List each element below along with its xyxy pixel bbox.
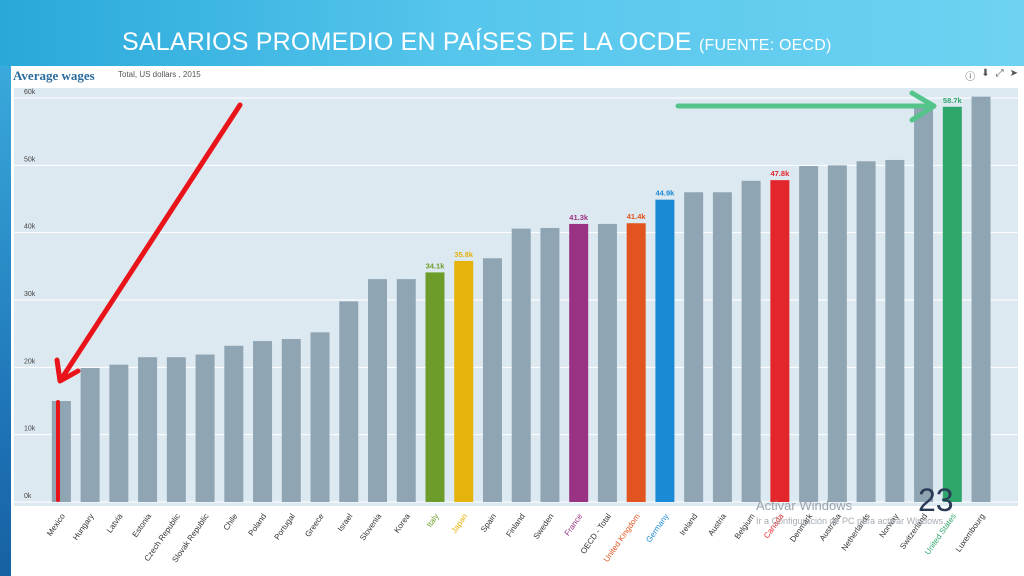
x-tick-label: Portugal — [272, 512, 297, 542]
bar-united-states[interactable] — [942, 106, 962, 503]
windows-watermark-title: Activar Windows — [756, 498, 853, 513]
bar-czech-republic[interactable] — [166, 357, 186, 502]
bars — [51, 96, 991, 503]
expand-icon[interactable]: ⤢ — [995, 68, 1004, 79]
x-tick-label: Austria — [706, 512, 728, 538]
y-tick-label: 30k — [24, 291, 36, 298]
red-arrow-shaft — [59, 102, 243, 381]
bar-italy[interactable] — [425, 272, 445, 502]
x-tick-label: Slovenia — [358, 512, 383, 543]
x-tick-label: Hungary — [71, 512, 96, 542]
bar-luxembourg[interactable] — [971, 96, 991, 503]
title-banner — [0, 0, 1024, 66]
bar-france[interactable] — [569, 223, 589, 502]
slide-title: SALARIOS PROMEDIO EN PAÍSES DE LA OCDE (… — [122, 28, 832, 57]
bar-mexico[interactable] — [51, 401, 71, 502]
x-tick-label: Ireland — [678, 512, 699, 537]
x-tick-label: Italy — [425, 512, 441, 529]
bar-slovenia[interactable] — [368, 279, 388, 502]
chart-subtitle: Total, US dollars , 2015 — [118, 70, 201, 79]
data-labels: 34.1k 35.8k 41.3k 41.4k 44.9k 47.8k 58.7k — [426, 96, 963, 271]
x-tick-label: Spain — [479, 512, 498, 534]
data-label: 34.1k — [426, 261, 446, 270]
x-tick-label: Chile — [222, 512, 240, 533]
x-tick-label: Greece — [303, 512, 326, 539]
annotation-arrows — [54, 90, 937, 502]
download-icon[interactable]: ⬇ — [981, 68, 990, 79]
y-tick-label: 0k — [24, 493, 32, 500]
x-tick-label: Korea — [392, 512, 412, 535]
bar-israel[interactable] — [339, 301, 359, 502]
bar-germany[interactable] — [655, 199, 675, 502]
info-icon[interactable]: ⓘ — [965, 72, 976, 83]
bar-estonia[interactable] — [138, 357, 158, 502]
bar-oecd-total[interactable] — [597, 223, 617, 502]
bar-austria[interactable] — [712, 192, 732, 502]
bar-canada[interactable] — [770, 180, 790, 502]
chart-title: Average wages — [13, 68, 95, 83]
page-number: 23 — [918, 482, 954, 518]
red-arrow-head — [54, 357, 81, 384]
bar-chile[interactable] — [224, 345, 244, 502]
bar-korea[interactable] — [396, 279, 416, 502]
share-icon[interactable]: ➤ — [1009, 68, 1018, 79]
x-tick-label: Finland — [504, 512, 526, 539]
bar-norway[interactable] — [885, 159, 905, 503]
y-tick-label: 60k — [24, 89, 36, 96]
bar-belgium[interactable] — [741, 180, 761, 502]
slide-title-source: (FUENTE: OECD) — [698, 37, 832, 54]
x-tick-label: Latvia — [105, 512, 125, 535]
green-arrow-head — [909, 90, 937, 123]
data-label: 47.8k — [770, 169, 790, 178]
x-tick-label: Israel — [336, 512, 355, 533]
x-tick-label: Mexico — [45, 512, 67, 538]
bar-hungary[interactable] — [80, 368, 100, 502]
data-label: 41.3k — [569, 213, 589, 222]
bar-united-kingdom[interactable] — [626, 223, 646, 503]
bar-latvia[interactable] — [109, 364, 129, 502]
bar-spain[interactable] — [482, 258, 502, 502]
bar-greece[interactable] — [310, 332, 330, 502]
chart-toolbar: ⓘ ⬇ ⤢ ➤ — [965, 68, 1018, 83]
side-decoration-band — [0, 66, 11, 576]
bar-japan[interactable] — [454, 260, 474, 502]
bar-portugal[interactable] — [281, 339, 301, 502]
data-label: 44.9k — [656, 189, 676, 198]
y-tick-label: 50k — [24, 156, 36, 163]
y-tick-label: 40k — [24, 224, 36, 231]
bar-netherlands[interactable] — [856, 161, 876, 502]
data-label: 58.7k — [943, 96, 963, 105]
bar-ireland[interactable] — [684, 192, 704, 502]
y-tick-label: 20k — [24, 358, 36, 365]
bar-denmark[interactable] — [799, 166, 819, 503]
x-tick-label: France — [563, 512, 585, 538]
bar-switzerland[interactable] — [914, 108, 934, 502]
slide-title-text: SALARIOS PROMEDIO EN PAÍSES DE LA OCDE — [122, 28, 692, 56]
x-tick-label: Poland — [247, 512, 269, 538]
windows-watermark-subtitle: Ir a Configuración de PC para activar Wi… — [756, 516, 946, 526]
x-tick-label: Germany — [644, 512, 670, 544]
data-label: 35.8k — [454, 250, 474, 259]
bar-slovak-republic[interactable] — [195, 354, 215, 502]
x-tick-label: Japan — [449, 512, 469, 535]
y-tick-label: 10k — [24, 426, 36, 433]
x-tick-label: Belgium — [733, 512, 757, 541]
data-label: 41.4k — [627, 212, 647, 221]
x-tick-label: Luxembourg — [954, 512, 987, 554]
bar-sweden[interactable] — [540, 227, 560, 502]
bar-poland[interactable] — [253, 341, 273, 502]
x-tick-label: Sweden — [532, 512, 556, 541]
x-tick-label: Estonia — [131, 512, 154, 539]
bar-finland[interactable] — [511, 228, 531, 503]
bar-australia[interactable] — [827, 165, 847, 503]
